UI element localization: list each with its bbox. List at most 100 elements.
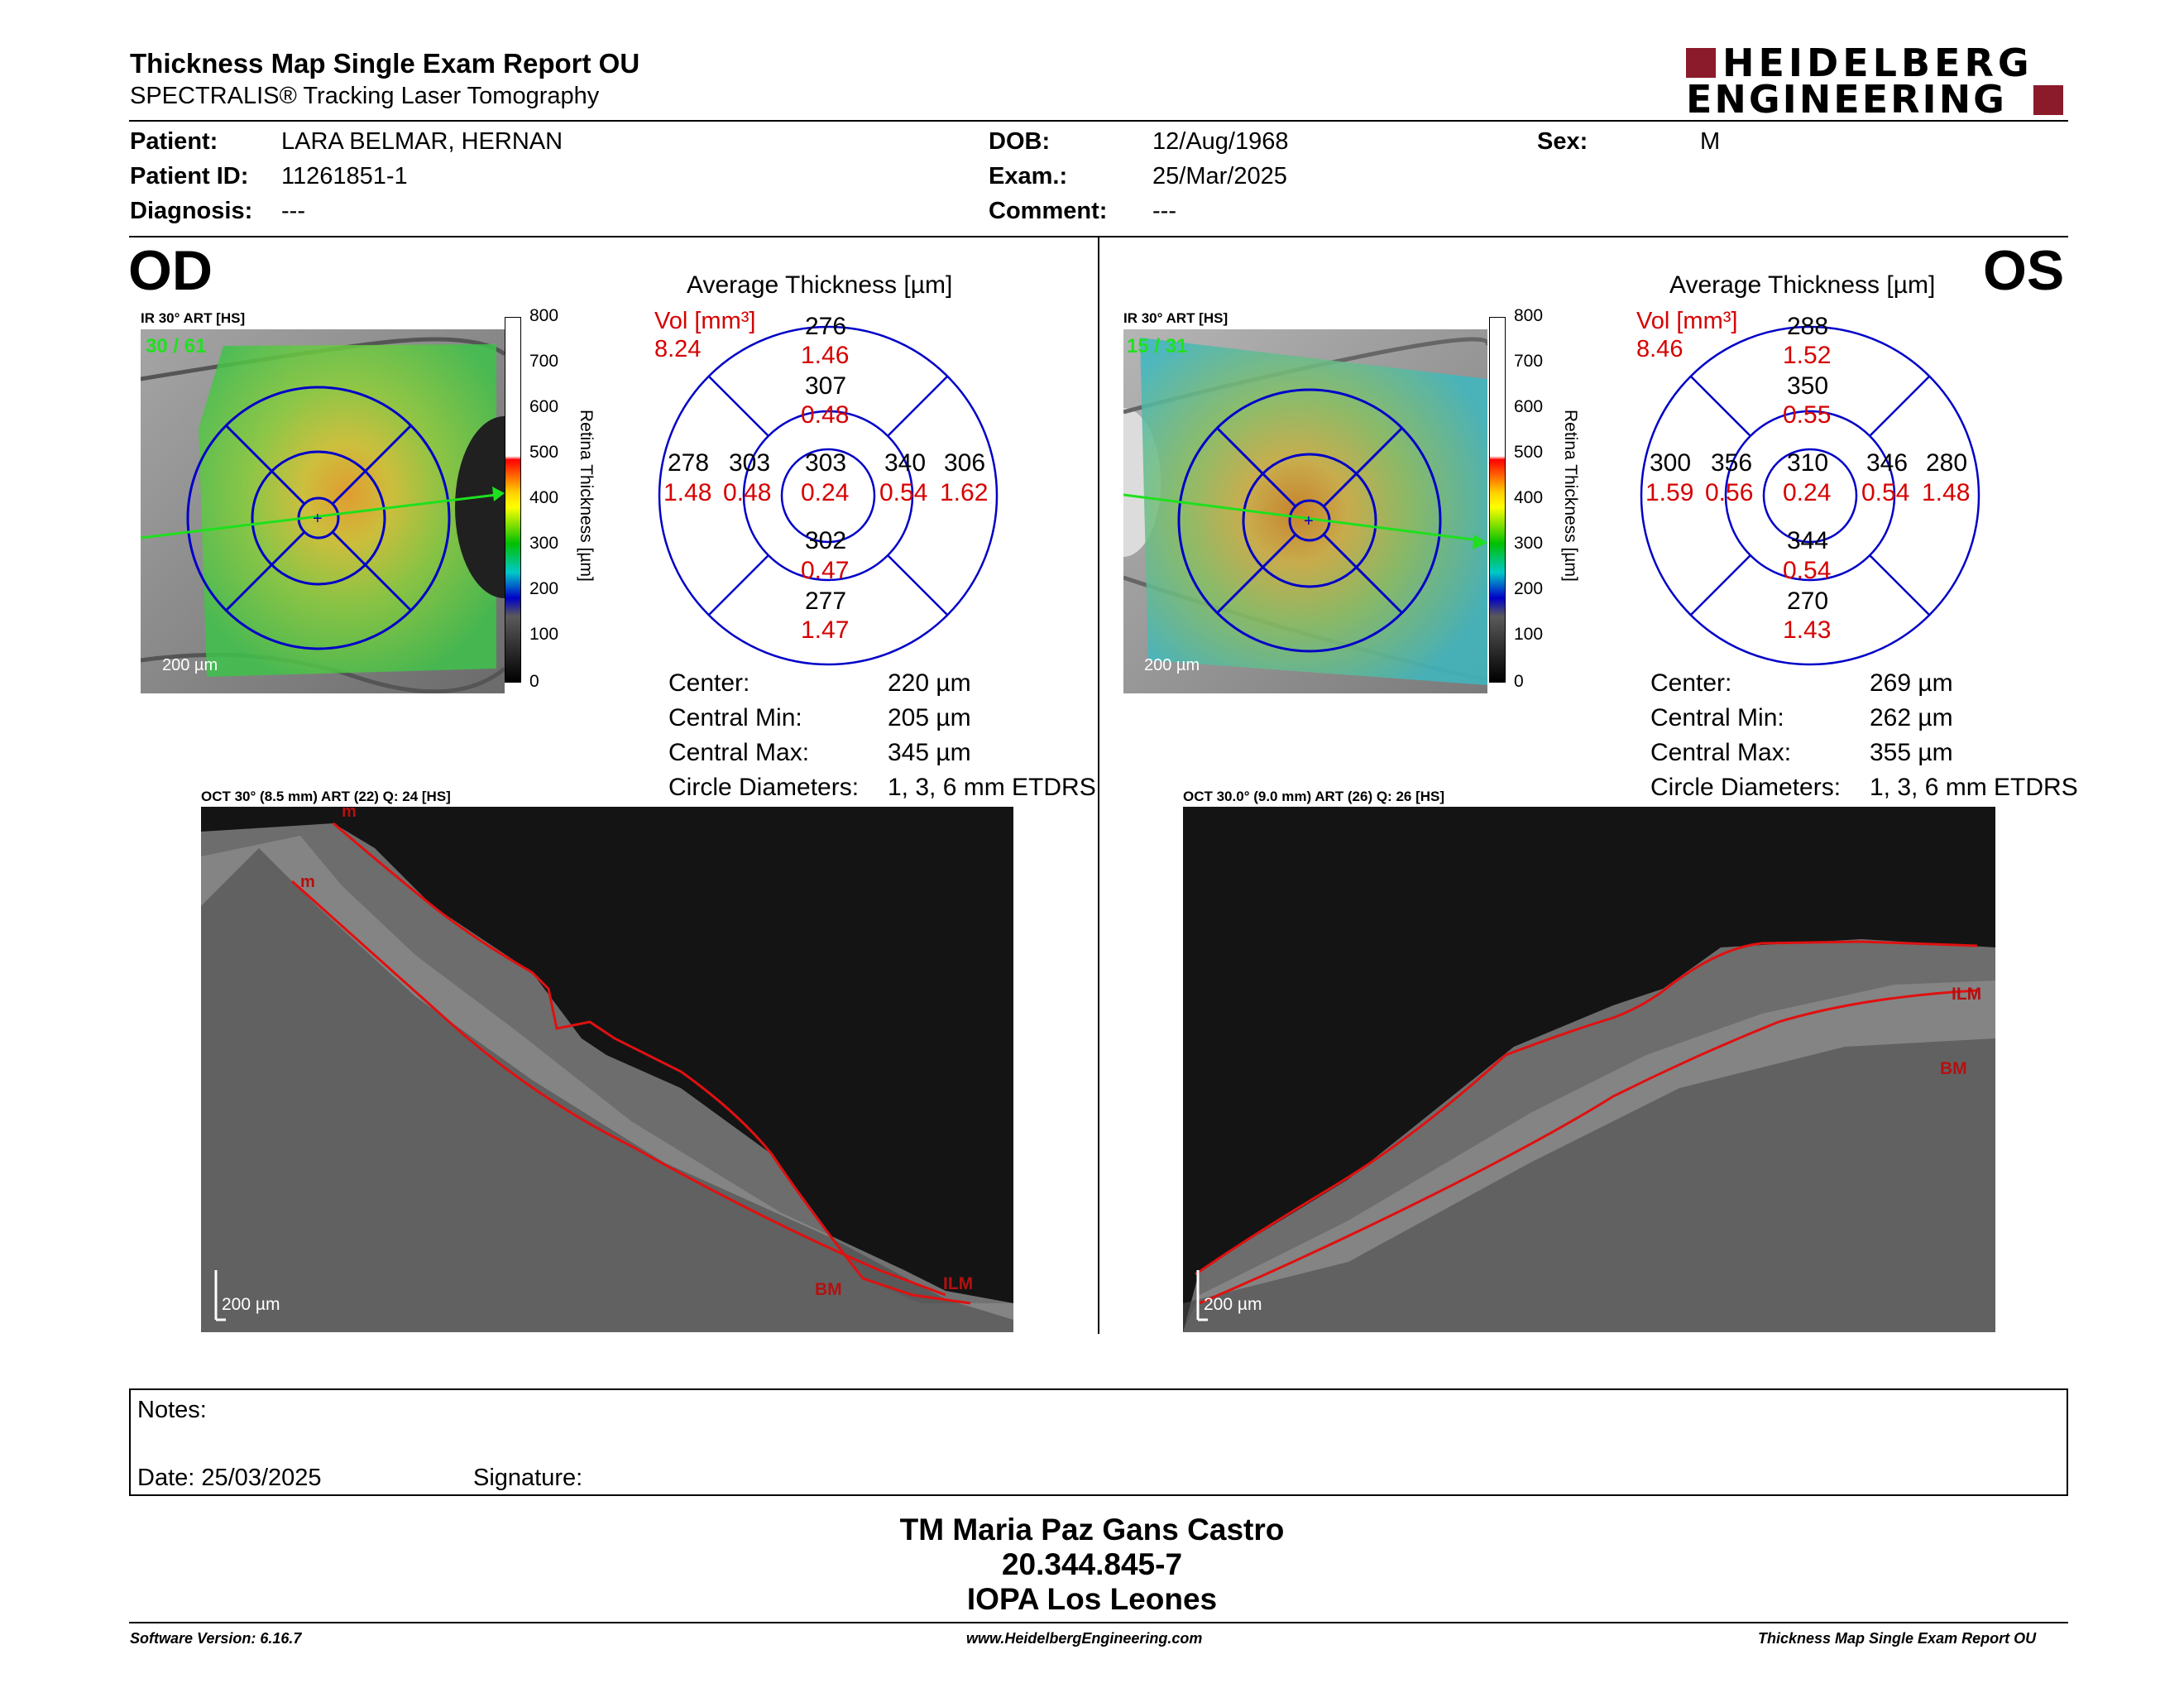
os-inner-nasal-thickness: 346 xyxy=(1866,449,1909,477)
patient-value: LARA BELMAR, HERNAN xyxy=(281,128,563,155)
dob-value: 12/Aug/1968 xyxy=(1152,128,1289,155)
od-inner-nasal-volume: 0.54 xyxy=(879,479,928,506)
os-center-volume: 0.24 xyxy=(1783,479,1832,506)
od-tick-500: 500 xyxy=(529,443,559,462)
od-tick-300: 300 xyxy=(529,534,559,553)
notes-label: Notes: xyxy=(137,1397,207,1423)
logo-line1: HEIDELBERG xyxy=(1722,41,2033,85)
os-vol-value: 8.46 xyxy=(1636,336,1684,362)
heidelberg-logo: HEIDELBERG ENGINEERING xyxy=(1686,41,2067,122)
od-vol-label: Vol [mm³] xyxy=(654,308,756,334)
od-marker-ilm: ILM xyxy=(943,1274,974,1293)
os-tick-800: 800 xyxy=(1514,306,1544,325)
od-tick-600: 600 xyxy=(529,397,559,416)
od-colorbar-title: Retina Thickness [µm] xyxy=(577,410,596,582)
od-center-thickness: 303 xyxy=(805,449,847,477)
report-subtitle: SPECTRALIS® Tracking Laser Tomography xyxy=(130,83,600,109)
os-outer-inf-volume: 1.43 xyxy=(1783,616,1832,644)
os-vol-label: Vol [mm³] xyxy=(1636,308,1738,334)
od-frames: 30 / 61 xyxy=(146,335,207,357)
od-inner-sup-thickness: 307 xyxy=(805,372,847,400)
od-tick-100: 100 xyxy=(529,625,559,644)
header-divider xyxy=(129,120,2068,122)
patient-id-label: Patient ID: xyxy=(130,163,249,189)
od-marker-m-left: m xyxy=(300,873,315,891)
svg-text:+: + xyxy=(1304,512,1314,530)
os-inner-inf-thickness: 344 xyxy=(1787,527,1829,554)
od-avg-title: Average Thickness [µm] xyxy=(687,271,953,299)
os-inner-inf-volume: 0.54 xyxy=(1783,557,1832,584)
os-central-min-value: 262 µm xyxy=(1870,704,1953,731)
od-oct-label: OCT 30° (8.5 mm) ART (22) Q: 24 [HS] xyxy=(201,789,451,804)
signer-name: TM Maria Paz Gans Castro xyxy=(899,1513,1285,1547)
od-colorbar xyxy=(505,317,521,683)
od-center-value: 220 µm xyxy=(888,669,971,697)
os-central-max-label: Central Max: xyxy=(1650,739,1792,766)
os-marker-bm: BM xyxy=(1940,1059,1967,1078)
od-oct-svg xyxy=(201,807,1013,1332)
os-center-value: 269 µm xyxy=(1870,669,1953,697)
od-central-min-value: 205 µm xyxy=(888,704,971,731)
od-tick-200: 200 xyxy=(529,579,559,598)
exam-value: 25/Mar/2025 xyxy=(1152,163,1287,189)
od-ir-label: IR 30° ART [HS] xyxy=(141,310,246,326)
os-tick-600: 600 xyxy=(1514,397,1544,416)
od-inner-sup-volume: 0.48 xyxy=(801,401,850,429)
od-tick-400: 400 xyxy=(529,488,559,507)
diagnosis-label: Diagnosis: xyxy=(130,198,253,224)
os-outer-temp-thickness: 300 xyxy=(1650,449,1692,477)
od-outer-temp-thickness: 278 xyxy=(668,449,710,477)
od-inner-inf-thickness: 302 xyxy=(805,527,847,554)
os-tick-300: 300 xyxy=(1514,534,1544,553)
os-tick-700: 700 xyxy=(1514,352,1544,371)
os-oct-scan xyxy=(1183,807,1995,1332)
patient-divider xyxy=(129,236,2068,237)
date-label: Date: 25/03/2025 xyxy=(137,1465,322,1491)
od-etdrs-overlay: + xyxy=(141,386,505,650)
os-circle-diam-label: Circle Diameters: xyxy=(1650,774,1842,801)
os-map-scale: 200 µm xyxy=(1144,656,1200,674)
eye-divider xyxy=(1098,237,1099,1334)
os-colorbar xyxy=(1489,317,1506,683)
footer-divider xyxy=(129,1622,2068,1623)
od-outer-temp-volume: 1.48 xyxy=(663,479,712,506)
os-tick-500: 500 xyxy=(1514,443,1544,462)
os-avg-title: Average Thickness [µm] xyxy=(1669,271,1936,299)
patient-id-value: 11261851-1 xyxy=(281,163,408,189)
os-frames: 15 / 31 xyxy=(1127,335,1188,357)
exam-label: Exam.: xyxy=(989,163,1068,189)
od-outer-nasal-volume: 1.62 xyxy=(940,479,989,506)
os-eye-label: OS xyxy=(1983,239,2065,302)
signer-id: 20.344.845-7 xyxy=(1001,1547,1183,1581)
os-center-label: Center: xyxy=(1650,669,1732,697)
os-circle-diam-value: 1, 3, 6 mm ETDRS xyxy=(1870,774,2078,801)
od-fundus-svg xyxy=(141,329,505,693)
os-tick-0: 0 xyxy=(1514,672,1524,691)
notes-box[interactable]: Notes: Date: 25/03/2025 Signature: xyxy=(129,1388,2068,1496)
os-inner-temp-thickness: 356 xyxy=(1711,449,1753,477)
company-url[interactable]: www.HeidelbergEngineering.com xyxy=(966,1630,1203,1647)
logo-square-top xyxy=(1686,48,1716,78)
os-outer-nasal-thickness: 280 xyxy=(1926,449,1968,477)
os-central-min-label: Central Min: xyxy=(1650,704,1784,731)
od-center-volume: 0.24 xyxy=(801,479,850,506)
od-central-min-label: Central Min: xyxy=(668,704,802,731)
od-map-scale: 200 µm xyxy=(162,656,218,674)
od-vol-value: 8.24 xyxy=(654,336,702,362)
os-center-thickness: 310 xyxy=(1787,449,1829,477)
signature-label: Signature: xyxy=(473,1465,583,1491)
od-etdrs-grid xyxy=(658,325,999,666)
sex-value: M xyxy=(1700,128,1721,155)
patient-label: Patient: xyxy=(130,128,218,155)
od-tick-0: 0 xyxy=(529,672,539,691)
sex-label: Sex: xyxy=(1537,128,1588,155)
os-outer-temp-volume: 1.59 xyxy=(1645,479,1694,506)
od-inner-temp-thickness: 303 xyxy=(729,449,771,477)
od-outer-inf-volume: 1.47 xyxy=(801,616,850,644)
os-oct-scale: 200 µm xyxy=(1204,1295,1262,1314)
software-version: Software Version: 6.16.7 xyxy=(130,1630,302,1647)
svg-text:+: + xyxy=(313,510,323,528)
os-inner-sup-thickness: 350 xyxy=(1787,372,1829,400)
os-colorbar-title: Retina Thickness [µm] xyxy=(1561,410,1580,582)
os-tick-400: 400 xyxy=(1514,488,1544,507)
